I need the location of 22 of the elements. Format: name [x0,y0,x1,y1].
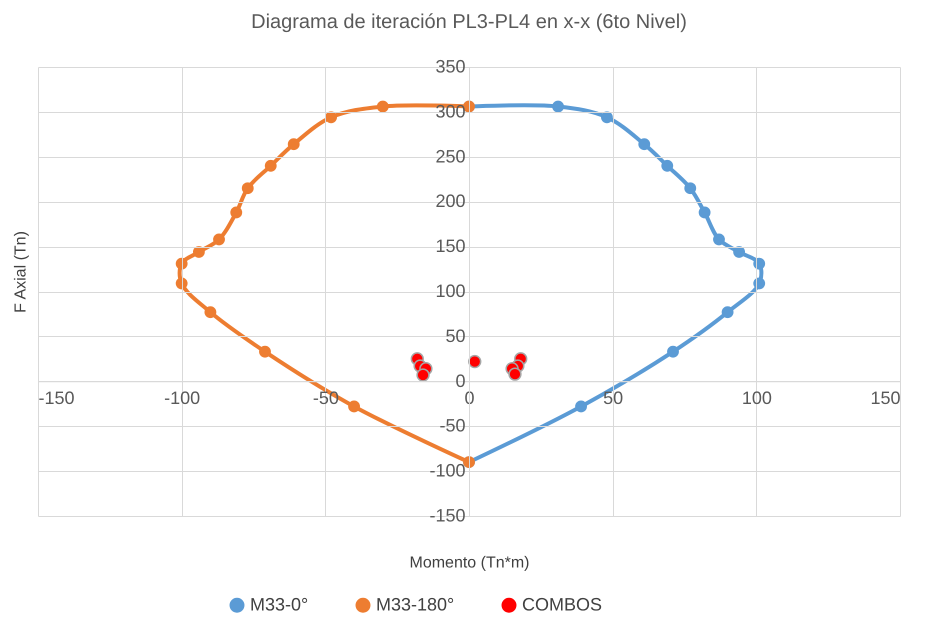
legend-label: M33-180° [376,594,454,614]
y-tick-label: 250 [435,146,466,166]
y-tick-label: 50 [445,326,466,346]
x-tick-label: 150 [870,388,900,408]
y-tick-label: 150 [435,236,466,256]
legend-label: COMBOS [522,594,602,614]
y-tick-label: -100 [429,460,466,481]
chart-title: Diagrama de iteración PL3-PL4 en x-x (6to Nivel) [251,11,687,33]
x-tick-label: 100 [742,388,772,408]
x-tick-label: -150 [38,388,75,408]
y-tick-label: 100 [435,281,466,301]
y-tick-label: -150 [429,506,466,526]
legend-label: M33-0° [250,594,308,614]
y-axis-title: F Axial (Tn) [12,231,30,313]
x-tick-label: -50 [312,388,339,408]
y-tick-label: 350 [435,56,466,76]
x-tick-label: 50 [603,388,624,408]
x-tick-label: -100 [164,388,200,408]
y-tick-label: -50 [439,416,466,436]
x-axis-title: Momento (Tn*m) [409,554,530,572]
y-tick-label: 0 [455,370,466,391]
y-tick-label: 200 [435,191,466,212]
